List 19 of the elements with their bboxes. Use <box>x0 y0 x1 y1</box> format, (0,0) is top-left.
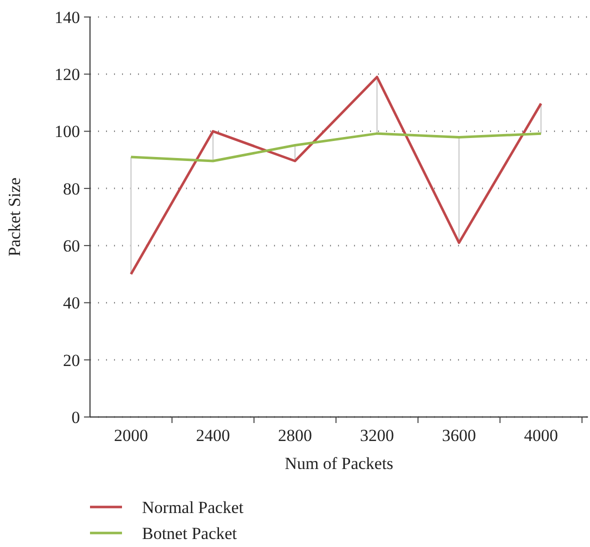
line-series <box>130 132 542 162</box>
y-tick-label: 100 <box>54 122 80 142</box>
y-tick-label: 20 <box>63 350 80 370</box>
x-tick-label: 3600 <box>442 426 476 445</box>
y-axis-title: Packet Size <box>5 178 24 256</box>
x-tick-label: 2800 <box>278 426 312 445</box>
legend-label: Botnet Packet <box>142 524 238 543</box>
x-tick-label: 3200 <box>360 426 394 445</box>
y-tick-label: 40 <box>63 294 80 313</box>
y-tick-label: 140 <box>54 8 80 27</box>
x-tick-label: 2400 <box>196 426 230 445</box>
x-tick-label: 4000 <box>524 426 558 445</box>
y-tick-label: 60 <box>63 236 80 256</box>
y-tick-label: 80 <box>63 179 80 198</box>
x-tick-label: 2000 <box>114 426 148 445</box>
y-tick-label: 120 <box>54 65 80 84</box>
legend-label: Normal Packet <box>142 498 244 517</box>
x-axis-title: Num of Packets <box>284 454 394 473</box>
y-tick-label: 0 <box>72 408 80 427</box>
